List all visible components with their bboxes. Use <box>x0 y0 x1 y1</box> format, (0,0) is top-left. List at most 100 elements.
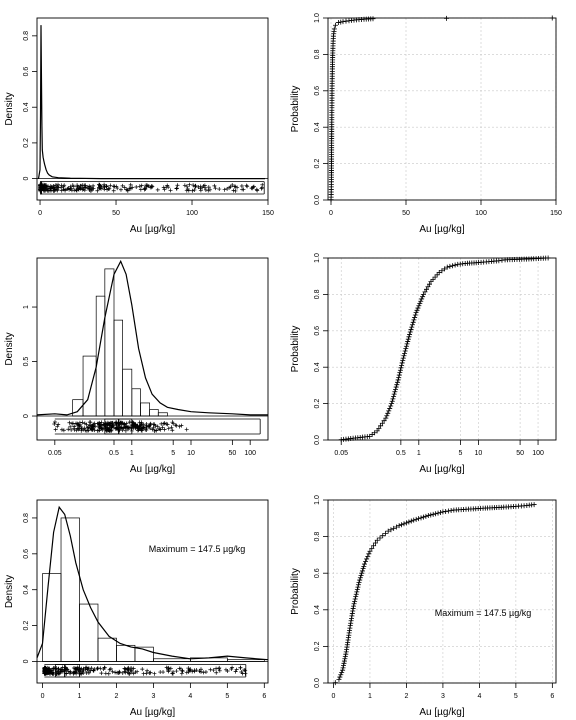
jitter-point <box>193 183 198 188</box>
ecdf-point <box>394 382 400 388</box>
jitter-point <box>65 186 70 191</box>
ecdf-point <box>433 511 439 517</box>
jitter-point <box>82 183 87 188</box>
histogram-bar <box>97 637 117 662</box>
jitter-point <box>144 423 149 428</box>
ecdf-point <box>354 589 360 595</box>
ecdf-point <box>361 561 367 567</box>
ecdf-point <box>374 537 380 543</box>
ecdf-point <box>338 19 344 25</box>
jitter-point <box>60 669 65 674</box>
jitter-point <box>99 671 104 676</box>
jitter-point <box>106 187 111 192</box>
jitter-point <box>78 183 83 188</box>
jitter-point <box>117 669 122 674</box>
ecdf-point <box>386 408 392 414</box>
jitter-point <box>55 668 60 673</box>
ecdf-point <box>331 28 337 34</box>
jitter-point <box>245 184 250 189</box>
jitter-point <box>206 185 211 190</box>
jitter-point <box>233 669 238 674</box>
jitter-point <box>102 665 107 670</box>
jitter-point <box>141 671 146 676</box>
jitter-point <box>92 421 97 426</box>
jitter-point <box>98 185 103 190</box>
x-tick-label: 0 <box>38 210 42 217</box>
ecdf-point <box>360 566 366 572</box>
ecdf-point <box>393 524 399 530</box>
jitter-point <box>130 185 135 190</box>
y-tick-label: 0.8 <box>314 532 321 542</box>
ecdf-point <box>397 367 403 373</box>
jitter-point <box>212 183 217 188</box>
jitter-point <box>162 427 167 432</box>
ecdf-point <box>350 606 356 612</box>
ecdf-point <box>399 362 405 368</box>
jitter-point <box>85 666 90 671</box>
ecdf-point <box>329 112 335 118</box>
ecdf-point <box>396 523 402 529</box>
ecdf-point <box>337 674 343 680</box>
x-tick-label: 150 <box>262 210 274 217</box>
x-tick-label: 5 <box>459 450 463 457</box>
jitter-point <box>71 184 76 189</box>
jitter-point <box>137 424 142 429</box>
jitter-point <box>187 182 192 187</box>
jitter-point <box>174 186 179 191</box>
x-tick-label: 10 <box>475 450 483 457</box>
ecdf-point <box>430 511 436 517</box>
plot-frame <box>327 257 557 441</box>
jitter-point <box>111 188 116 193</box>
ecdf-point <box>411 317 417 323</box>
jitter-point <box>135 669 140 674</box>
jitter-point <box>201 670 206 675</box>
x-tick-label: 3 <box>151 693 155 700</box>
ecdf-point <box>339 669 345 675</box>
ecdf-point <box>359 568 365 574</box>
histogram-bar <box>60 517 80 662</box>
plot-frame <box>36 499 269 684</box>
ecdf-point <box>419 296 425 302</box>
ecdf-point <box>359 570 365 576</box>
ecdf-point <box>336 20 341 26</box>
jitter-point <box>88 188 93 193</box>
ecdf-point <box>510 504 516 510</box>
ecdf-point <box>378 423 384 429</box>
histogram-bar <box>113 319 123 417</box>
jitter-point <box>254 187 259 192</box>
ecdf-point <box>496 504 502 510</box>
jitter-point <box>87 186 92 191</box>
ecdf-point <box>499 257 505 263</box>
jitter-point <box>61 428 66 433</box>
ecdf-point <box>417 301 423 306</box>
y-tick-label: 0.8 <box>23 31 30 41</box>
y-axis-label: Density <box>4 575 15 608</box>
jitter-point <box>117 670 122 675</box>
jitter-point <box>52 422 57 427</box>
jitter-point <box>174 669 179 674</box>
ecdf-point <box>356 579 362 585</box>
jitter-point <box>77 420 82 425</box>
histogram-bar <box>82 355 97 417</box>
y-tick-label: 0.5 <box>23 357 30 367</box>
jitter-point <box>119 425 124 430</box>
ecdf-point <box>367 548 373 554</box>
jitter-point <box>151 425 156 430</box>
ecdf-point <box>333 22 338 28</box>
y-tick-label: 0.2 <box>23 138 30 148</box>
ecdf-point <box>521 503 527 509</box>
ecdf-point <box>343 18 349 24</box>
ecdf-point <box>385 410 391 416</box>
ecdf-point <box>382 530 388 536</box>
ecdf-point <box>403 343 409 349</box>
jitter-point <box>75 665 80 670</box>
jitter-point <box>107 428 112 433</box>
jitter-point <box>140 667 145 672</box>
ecdf-point <box>352 598 358 604</box>
jitter-point <box>134 425 139 430</box>
x-tick-label: 5 <box>225 693 229 700</box>
jitter-point <box>191 183 196 188</box>
ecdf-point <box>347 627 353 633</box>
jitter-point <box>240 671 245 676</box>
x-tick-label: 1 <box>78 693 82 700</box>
